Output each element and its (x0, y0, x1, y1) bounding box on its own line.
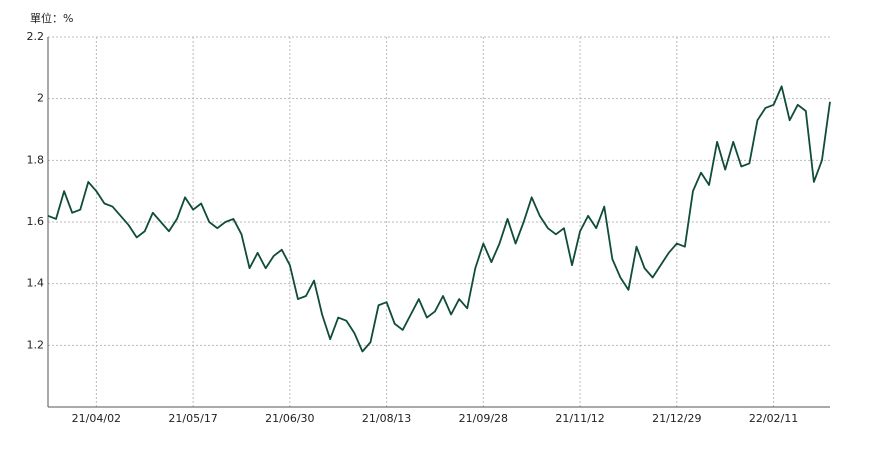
unit-label: 單位：% (30, 11, 73, 25)
x-tick-label: 22/02/11 (749, 412, 798, 425)
y-tick-label: 2 (37, 92, 44, 105)
x-tick-label: 21/08/13 (362, 412, 411, 425)
y-tick-label: 2.2 (27, 30, 45, 43)
x-tick-label: 21/12/29 (652, 412, 701, 425)
x-tick-label: 21/04/02 (72, 412, 121, 425)
y-tick-label: 1.8 (27, 153, 45, 166)
x-tick-label: 21/09/28 (459, 412, 508, 425)
y-tick-label: 1.2 (27, 338, 45, 351)
y-tick-label: 1.6 (27, 215, 45, 228)
x-tick-label: 21/05/17 (168, 412, 217, 425)
x-tick-label: 21/11/12 (555, 412, 604, 425)
x-tick-label: 21/06/30 (265, 412, 314, 425)
y-tick-label: 1.4 (27, 277, 45, 290)
line-series (47, 85, 831, 353)
